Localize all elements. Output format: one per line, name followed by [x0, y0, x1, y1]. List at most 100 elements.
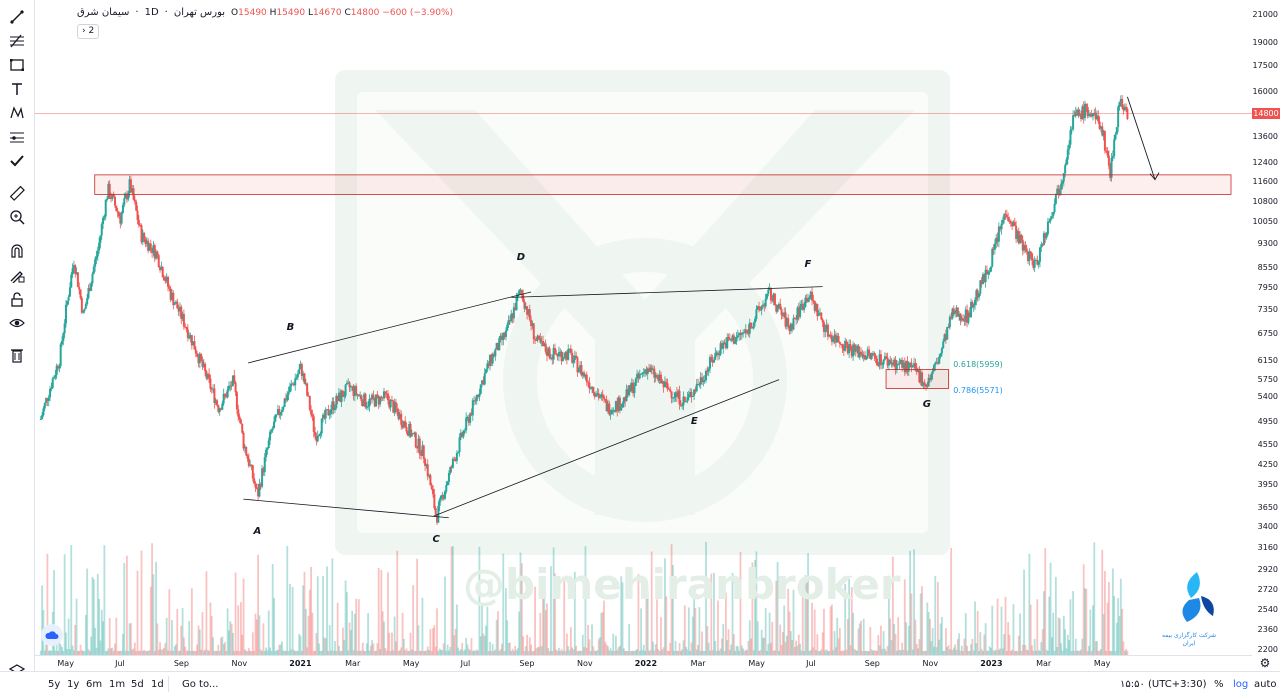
- range-1y[interactable]: 1y: [67, 679, 80, 690]
- candle-body: [723, 342, 726, 344]
- volume-bar: [752, 650, 755, 655]
- candle-body: [587, 381, 590, 383]
- range-6m[interactable]: 6m: [86, 679, 103, 690]
- time-axis[interactable]: May Jul Sep Nov 2021 Mar May Jul Sep Nov 2022 Mar Ma…: [35, 655, 1252, 672]
- candle-body: [351, 386, 354, 388]
- wave-label-e[interactable]: E: [690, 415, 698, 427]
- volume-bar: [901, 642, 904, 655]
- volume-bar: [750, 638, 752, 655]
- volume-bar: [959, 650, 962, 655]
- legend-symbol[interactable]: سیمان شرق: [77, 7, 130, 18]
- magnet-icon[interactable]: [5, 240, 29, 262]
- candle-body: [764, 298, 767, 307]
- legend-interval[interactable]: 1D: [144, 7, 159, 18]
- candle-body: [1060, 183, 1063, 190]
- candle-body: [53, 377, 56, 379]
- volume-bar: [82, 651, 85, 655]
- candle-body: [508, 320, 511, 322]
- volume-bar: [123, 562, 126, 655]
- trendline-icon[interactable]: [5, 6, 29, 28]
- wave-label-f[interactable]: F: [804, 258, 812, 270]
- candle-body: [689, 392, 692, 395]
- ruler-icon[interactable]: [5, 182, 29, 204]
- volume-bar: [660, 617, 662, 655]
- price-axis[interactable]: 21000 19000 17500 16000 14800 13600 12400 11600…: [1252, 0, 1280, 655]
- candle-body: [135, 201, 138, 211]
- unlock-icon[interactable]: [5, 288, 29, 310]
- volume-bar: [714, 641, 717, 655]
- volume-bar: [1020, 650, 1023, 655]
- prediction-tool-icon[interactable]: [5, 126, 29, 148]
- volume-bar: [228, 630, 230, 655]
- collapse-indicators-button[interactable]: › 2: [77, 24, 100, 39]
- volume-bar: [171, 620, 173, 655]
- wave-label-d[interactable]: D: [516, 252, 525, 264]
- eye-icon[interactable]: [5, 312, 29, 334]
- candle-body: [865, 356, 868, 360]
- rectangle-tool-icon[interactable]: [5, 54, 29, 76]
- candle-body: [601, 394, 604, 397]
- candle-body: [1052, 212, 1055, 217]
- chart-pane[interactable]: @bimehiranbroker سیمان شرق · 1D · بورس ت…: [35, 0, 1252, 655]
- candle-body: [323, 414, 326, 419]
- volume-bar: [414, 650, 417, 655]
- goto-button[interactable]: Go to...: [182, 679, 219, 690]
- candle-body: [697, 383, 700, 385]
- text-tool-icon[interactable]: [5, 78, 29, 100]
- wave-label-a[interactable]: A: [253, 525, 262, 537]
- candle-body: [678, 390, 681, 405]
- volume-bar: [1118, 615, 1121, 655]
- candle-body: [494, 349, 497, 357]
- volume-bar: [254, 613, 257, 655]
- range-5d[interactable]: 5d: [131, 679, 144, 690]
- volume-bar: [1032, 650, 1035, 655]
- volume-bar: [495, 619, 498, 655]
- fib-tool-icon[interactable]: [5, 30, 29, 52]
- wave-label-c[interactable]: C: [432, 534, 440, 546]
- volume-bar: [556, 650, 559, 655]
- lock-drawings-icon[interactable]: [5, 264, 29, 286]
- volume-bar: [632, 650, 635, 655]
- auto-toggle[interactable]: auto: [1254, 679, 1277, 690]
- volume-bar: [425, 650, 428, 655]
- volume-bar: [512, 650, 515, 655]
- candle-body: [841, 344, 844, 349]
- candle-body: [204, 363, 207, 372]
- volume-bar: [1066, 634, 1069, 655]
- axis-settings-icon[interactable]: ⚙: [1259, 656, 1271, 670]
- log-toggle[interactable]: log: [1233, 679, 1249, 690]
- clock-timezone[interactable]: ۱۵:۵۰ (UTC+3:30): [1120, 679, 1207, 690]
- percent-toggle[interactable]: %: [1214, 679, 1224, 690]
- range-5y[interactable]: 5y: [48, 679, 61, 690]
- volume-bar: [262, 623, 265, 655]
- wave-label-g[interactable]: G: [922, 399, 931, 411]
- volume-bar: [776, 561, 779, 655]
- volume-bar: [1062, 615, 1065, 655]
- price-tick: 2200: [1257, 645, 1278, 654]
- volume-bar: [876, 650, 878, 655]
- trash-icon[interactable]: [5, 344, 29, 366]
- volume-bar: [665, 596, 668, 655]
- candle-body: [743, 332, 746, 334]
- candle-body: [352, 386, 355, 396]
- range-1m[interactable]: 1m: [109, 679, 126, 690]
- volume-bar: [434, 646, 437, 655]
- volume-bar: [136, 570, 139, 655]
- pattern-tool-icon[interactable]: [5, 102, 29, 124]
- candle-body: [991, 248, 994, 267]
- range-1d[interactable]: 1d: [151, 679, 164, 690]
- candle-body: [984, 269, 987, 282]
- candle-body: [1121, 98, 1124, 108]
- checkmark-icon[interactable]: [5, 150, 29, 172]
- volume-bar: [497, 611, 499, 655]
- cloud-icon[interactable]: [41, 624, 63, 646]
- candle-body: [1076, 109, 1079, 113]
- volume-bar: [400, 647, 403, 655]
- candle-body: [731, 335, 734, 340]
- wave-label-b[interactable]: B: [286, 322, 295, 334]
- price-chart[interactable]: [35, 0, 1252, 655]
- zoom-icon[interactable]: [5, 206, 29, 228]
- candle-body: [139, 225, 142, 227]
- candle-body: [100, 224, 103, 236]
- volume-bar: [929, 618, 931, 655]
